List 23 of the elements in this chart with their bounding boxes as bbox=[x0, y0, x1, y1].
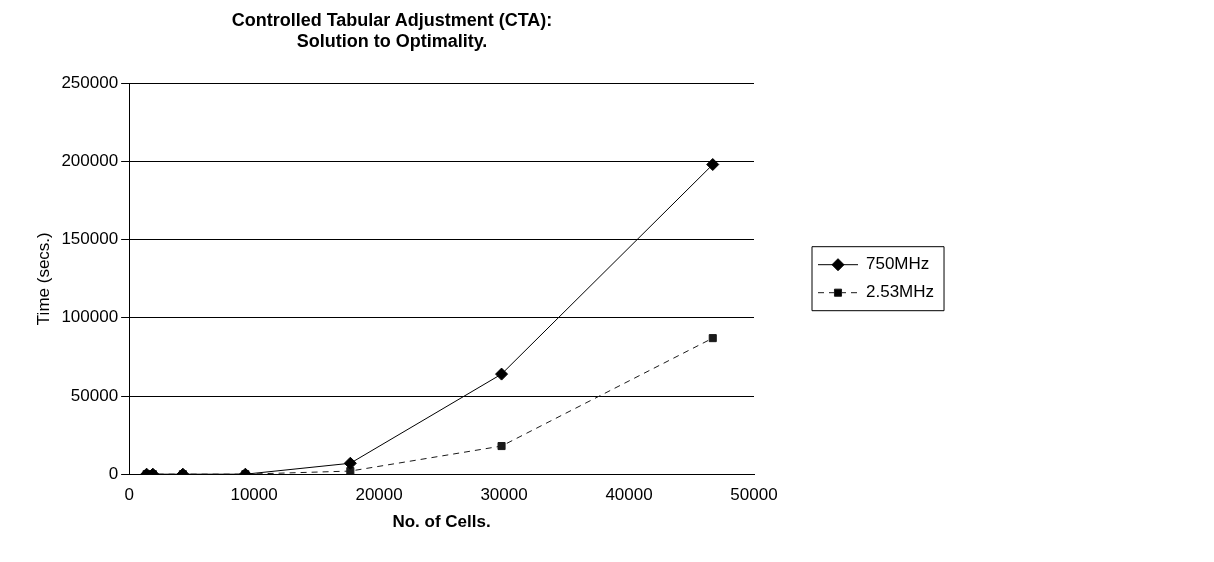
point bbox=[708, 334, 717, 343]
text: Controlled Tabular Adjustment (CTA): bbox=[231, 9, 553, 30]
x-tick-label: 50000 bbox=[730, 485, 778, 505]
y-axis-title: Time (secs.) bbox=[33, 232, 53, 326]
x-tick-label: 10000 bbox=[230, 485, 278, 505]
point bbox=[706, 158, 720, 172]
x-tick-label: 0 bbox=[124, 485, 134, 505]
legend-label: 2.53MHz bbox=[866, 282, 935, 302]
legend-label: 750MHz bbox=[866, 254, 930, 274]
x-axis-title: No. of Cells. bbox=[392, 512, 491, 532]
y-tick-label: 250000 bbox=[61, 72, 119, 92]
point bbox=[495, 367, 509, 381]
y-tick-label: 200000 bbox=[61, 151, 119, 171]
y-tick-label: 50000 bbox=[70, 385, 119, 405]
y-tick-label: 0 bbox=[108, 463, 119, 483]
x-tick-label: 30000 bbox=[480, 485, 528, 505]
y-tick-label: 150000 bbox=[61, 229, 119, 249]
point bbox=[343, 456, 357, 470]
y-tick-label: 100000 bbox=[61, 307, 119, 327]
point bbox=[497, 442, 506, 451]
x-tick-label: 40000 bbox=[605, 485, 653, 505]
x-tick-label: 20000 bbox=[355, 485, 403, 505]
text: Solution to Optimality. bbox=[296, 31, 488, 52]
